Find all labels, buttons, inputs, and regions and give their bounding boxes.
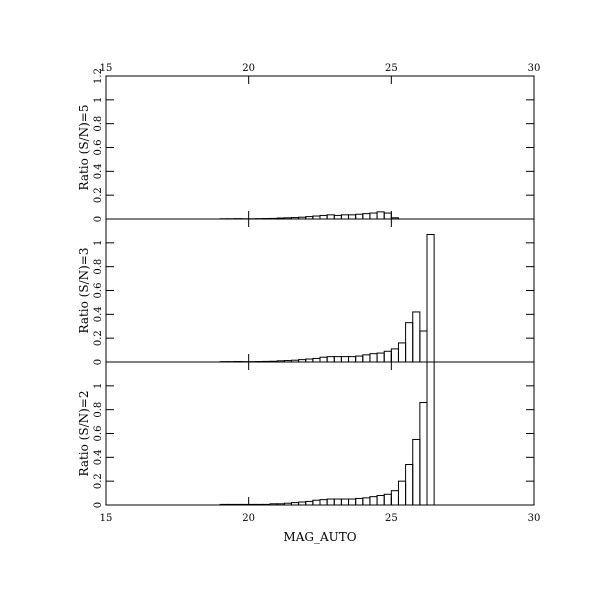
histogram-bar bbox=[355, 355, 364, 363]
y-tick-label: 0 bbox=[93, 502, 104, 508]
histogram-bar bbox=[319, 214, 328, 220]
histogram-bar bbox=[412, 311, 421, 363]
y-tick-label: 0.8 bbox=[93, 402, 104, 418]
histogram-bar bbox=[262, 503, 271, 506]
histogram-bar bbox=[405, 322, 414, 363]
histogram-bar bbox=[383, 493, 392, 506]
histogram-bar bbox=[290, 502, 300, 506]
x-tick-label: 25 bbox=[385, 513, 398, 524]
y-axis-label: Ratio (S/N)=2 bbox=[77, 391, 91, 477]
histogram-bar bbox=[219, 503, 228, 506]
y-tick-label: 0.6 bbox=[93, 283, 104, 299]
histogram-bar bbox=[298, 501, 307, 506]
histogram-bar bbox=[397, 480, 407, 506]
histogram-bar bbox=[348, 356, 357, 363]
histogram-bar bbox=[233, 503, 243, 506]
x-axis-label: MAG_AUTO bbox=[283, 530, 356, 544]
histogram-bar bbox=[319, 356, 328, 363]
histogram-bar bbox=[269, 503, 278, 506]
histogram-bar bbox=[397, 342, 407, 363]
histogram-bar bbox=[333, 214, 342, 220]
histogram-bar bbox=[355, 213, 364, 220]
histogram-bar bbox=[390, 348, 399, 363]
histogram-bar bbox=[319, 499, 328, 506]
histogram-bar bbox=[412, 438, 421, 506]
y-tick-label: 1 bbox=[93, 97, 104, 103]
y-tick-label: 0 bbox=[93, 216, 104, 222]
histogram-bar bbox=[390, 490, 399, 506]
histogram-bar bbox=[276, 503, 285, 506]
histogram-bar bbox=[426, 361, 435, 506]
histogram-bar bbox=[348, 214, 357, 220]
histogram-bar bbox=[419, 402, 428, 506]
y-axis-label: Ratio (S/N)=5 bbox=[77, 105, 91, 191]
y-tick-label: 0 bbox=[93, 359, 104, 365]
y-tick-label: 1 bbox=[93, 240, 104, 246]
histogram-bar bbox=[333, 356, 342, 363]
histogram-bar bbox=[248, 503, 257, 506]
x-tick-label: 20 bbox=[242, 513, 255, 524]
x-tick-label: 30 bbox=[528, 63, 541, 74]
histogram-bar bbox=[226, 503, 235, 506]
histogram-bar bbox=[340, 214, 350, 220]
plot-frame bbox=[105, 361, 535, 506]
histogram-bar bbox=[355, 497, 364, 506]
histogram-bar bbox=[326, 356, 335, 363]
histogram-bar bbox=[362, 497, 371, 506]
histogram-bar bbox=[376, 211, 385, 220]
y-tick-label: 0.4 bbox=[93, 163, 104, 179]
histogram-bar bbox=[426, 233, 435, 363]
y-tick-label: 1 bbox=[93, 383, 104, 389]
histogram-bar bbox=[376, 352, 385, 363]
histogram-bar bbox=[340, 356, 350, 363]
histogram-bar bbox=[383, 212, 392, 220]
y-tick-label: 0.2 bbox=[93, 330, 104, 346]
histogram-bar bbox=[333, 498, 342, 506]
histogram-bar bbox=[340, 498, 350, 506]
x-tick-label: 20 bbox=[242, 63, 255, 74]
histogram-bar bbox=[326, 214, 335, 220]
y-tick-label: 0.4 bbox=[93, 449, 104, 465]
histogram-bar bbox=[362, 354, 371, 363]
x-tick-label: 30 bbox=[528, 513, 541, 524]
y-tick-label: 0.8 bbox=[93, 116, 104, 132]
histogram-bar bbox=[305, 500, 314, 506]
y-tick-label: 0.6 bbox=[93, 140, 104, 156]
histogram-bar bbox=[419, 330, 428, 363]
histogram-bar bbox=[383, 350, 392, 363]
histogram-bar bbox=[283, 502, 292, 506]
x-tick-label: 15 bbox=[100, 513, 113, 524]
y-tick-label: 0.2 bbox=[93, 187, 104, 203]
histogram-bar bbox=[241, 503, 250, 506]
histogram-bar bbox=[369, 353, 378, 363]
plot-frame bbox=[105, 75, 535, 220]
y-tick-label: 0.6 bbox=[93, 426, 104, 442]
histogram-bar bbox=[369, 212, 378, 220]
y-tick-label: 0.4 bbox=[93, 306, 104, 322]
y-tick-label: 0.2 bbox=[93, 473, 104, 489]
histogram-bar bbox=[405, 463, 414, 506]
histogram-bar bbox=[362, 213, 371, 220]
y-tick-label: 1.2 bbox=[93, 68, 104, 84]
x-tick-label: 25 bbox=[385, 63, 398, 74]
histogram-bar bbox=[255, 503, 264, 506]
histogram-bar bbox=[369, 496, 378, 506]
x-tick-label: 15 bbox=[100, 63, 113, 74]
histogram-bar bbox=[376, 494, 385, 506]
y-axis-label: Ratio (S/N)=3 bbox=[77, 248, 91, 334]
plot-frame bbox=[105, 218, 535, 363]
histogram-bar bbox=[312, 499, 321, 506]
y-tick-label: 0.8 bbox=[93, 259, 104, 275]
histogram-bar bbox=[326, 498, 335, 506]
histogram-bar bbox=[312, 357, 321, 363]
histogram-bar bbox=[348, 498, 357, 506]
